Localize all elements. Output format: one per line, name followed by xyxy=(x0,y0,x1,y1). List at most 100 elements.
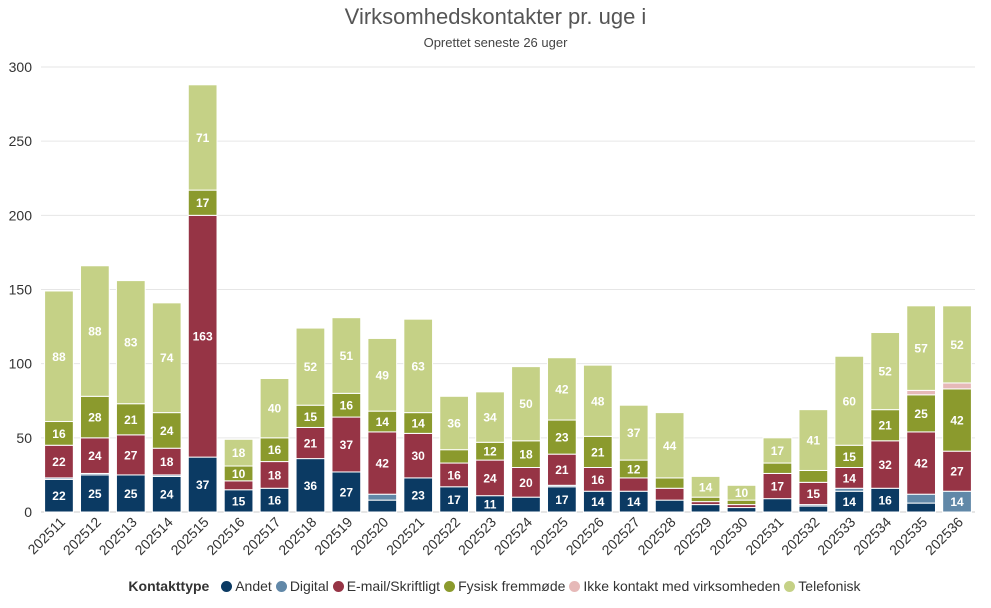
data-label: 52 xyxy=(304,360,318,374)
y-tick-label: 200 xyxy=(9,207,33,223)
legend-swatch xyxy=(784,581,796,592)
bar-segment xyxy=(798,469,829,483)
legend-label: Digital xyxy=(289,578,329,594)
y-tick-label: 250 xyxy=(9,133,33,149)
bar-segment xyxy=(151,475,182,513)
x-tick-label: 202520 xyxy=(347,514,391,558)
bar-segment xyxy=(726,507,757,513)
bar-segment xyxy=(80,474,110,513)
bar-segment xyxy=(906,305,936,391)
bar-segment xyxy=(511,366,541,442)
bar-segment xyxy=(367,499,398,513)
data-label: 16 xyxy=(591,473,605,487)
x-tick-label: 202536 xyxy=(922,514,966,558)
bar-segment xyxy=(295,426,326,460)
bar-segment xyxy=(367,431,398,495)
data-label: 88 xyxy=(88,325,102,339)
bar-segment xyxy=(403,432,434,479)
bar-segment xyxy=(906,394,936,433)
x-tick-label: 202528 xyxy=(634,514,678,558)
data-label: 21 xyxy=(304,437,318,451)
legend-label: Telefonisk xyxy=(798,578,861,594)
data-label: 41 xyxy=(807,434,821,448)
bar-segment xyxy=(80,265,110,397)
legend-item[interactable]: Fysisk fremmøde xyxy=(444,578,565,594)
bar-segment xyxy=(654,487,685,501)
x-tick-label: 202511 xyxy=(24,514,68,558)
legend-item[interactable]: Telefonisk xyxy=(784,578,861,594)
data-label: 44 xyxy=(663,439,677,453)
x-tick-label: 202514 xyxy=(132,514,176,558)
bar-segment xyxy=(726,484,757,501)
bar-segment xyxy=(511,496,541,513)
bar-segment xyxy=(187,456,218,513)
bar-segment xyxy=(726,499,757,506)
bar-segment xyxy=(690,475,721,498)
data-label: 15 xyxy=(304,410,318,424)
data-label: 74 xyxy=(160,351,174,365)
data-label: 17 xyxy=(771,444,785,458)
data-label: 16 xyxy=(52,427,66,441)
bar-segment xyxy=(367,337,398,412)
data-label: 25 xyxy=(88,487,102,501)
data-label: 12 xyxy=(627,462,641,476)
bar-segment xyxy=(942,388,972,452)
data-label: 57 xyxy=(914,342,928,356)
bar-segment xyxy=(151,447,182,476)
data-label: 163 xyxy=(193,330,213,344)
chart-subtitle: Oprettet seneste 26 uger xyxy=(423,35,568,50)
x-tick-label: 202513 xyxy=(96,514,140,558)
data-label: 14 xyxy=(591,495,605,509)
data-label: 15 xyxy=(807,487,821,501)
bar-segment xyxy=(403,477,434,513)
bar-segment xyxy=(223,480,254,491)
data-label: 52 xyxy=(879,365,893,379)
legend-swatch xyxy=(569,581,581,592)
data-label: 16 xyxy=(268,443,282,457)
x-tick-label: 202522 xyxy=(419,514,463,558)
legend-label: Fysisk fremmøde xyxy=(458,578,566,594)
bar-segment xyxy=(942,450,972,492)
data-label: 24 xyxy=(160,424,174,438)
bar-segment xyxy=(762,437,793,464)
data-label: 27 xyxy=(124,448,138,462)
legend-swatch xyxy=(444,581,456,592)
bar-segment xyxy=(223,438,254,467)
data-label: 32 xyxy=(879,458,893,472)
bar-segment xyxy=(762,462,793,474)
bar-segment xyxy=(942,305,972,384)
data-label: 36 xyxy=(447,417,461,431)
data-label: 14 xyxy=(376,415,390,429)
legend-item[interactable]: Digital xyxy=(275,578,329,594)
data-label: 42 xyxy=(950,414,964,428)
legend-item[interactable]: Andet xyxy=(221,578,272,594)
data-label: 14 xyxy=(699,480,713,494)
bar-segment xyxy=(798,505,829,513)
bar-segment xyxy=(870,409,901,442)
bar-segment xyxy=(618,404,649,461)
y-tick-label: 50 xyxy=(16,430,32,446)
bar-segment xyxy=(331,416,362,473)
x-tick-label: 202516 xyxy=(203,514,247,558)
bar-segment xyxy=(403,318,434,414)
bar-segment xyxy=(906,493,936,504)
bar-segment xyxy=(870,440,901,489)
bar-segment xyxy=(80,437,110,474)
x-tick-label: 202526 xyxy=(563,514,607,558)
data-label: 17 xyxy=(196,196,210,210)
data-label: 24 xyxy=(483,471,497,485)
x-tick-label: 202533 xyxy=(814,514,858,558)
data-label: 25 xyxy=(124,487,138,501)
data-label: 42 xyxy=(376,457,390,471)
legend[interactable]: Kontakttype Andet Digital E-mail/Skriftlig… xyxy=(0,578,991,594)
legend-label: Andet xyxy=(235,578,272,594)
data-label: 14 xyxy=(412,417,426,431)
data-label: 42 xyxy=(914,457,928,471)
data-label: 83 xyxy=(124,336,138,350)
legend-item[interactable]: E-mail/Skriftligt xyxy=(332,578,440,594)
bar-segment xyxy=(115,280,146,405)
legend-item[interactable]: Ikke kontakt med virksomheden xyxy=(569,578,780,594)
data-label: 16 xyxy=(447,468,461,482)
data-label: 28 xyxy=(88,411,102,425)
